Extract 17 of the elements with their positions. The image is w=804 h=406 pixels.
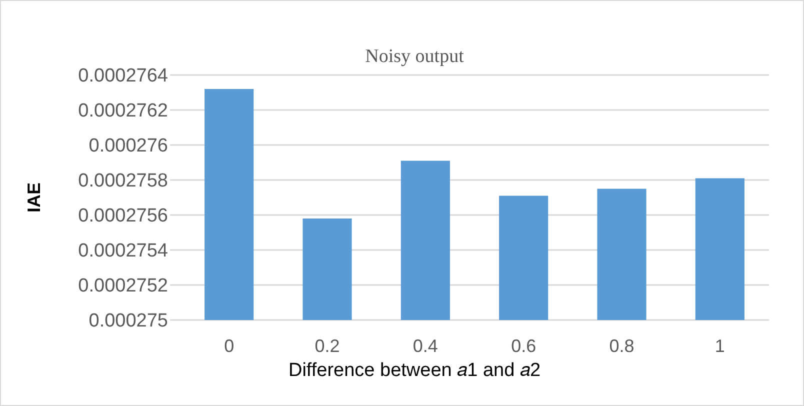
y-tick-label: 0.0002758: [78, 170, 168, 192]
x-tick-label: 0.2: [314, 336, 340, 356]
x-tick-label: 0: [224, 336, 234, 356]
y-tick-label: 0.0002762: [78, 100, 168, 122]
y-tick-label: 0.000275: [88, 310, 168, 332]
x-tick-label: 1: [714, 336, 725, 356]
x-tick-label: 0.6: [511, 336, 536, 356]
y-tick-label: 0.0002756: [78, 206, 168, 227]
y-axis-title: IAE: [24, 182, 44, 213]
x-axis-title: Difference between 𝑎1 and 𝑎2: [288, 360, 541, 381]
x-tick-label: 0.8: [609, 336, 634, 356]
y-tick-label: 0.0002764: [78, 66, 168, 87]
y-tick-label: 0.0002752: [78, 276, 168, 297]
y-tick-label: 0.000276: [88, 136, 168, 157]
y-tick-label: 0.0002754: [78, 240, 168, 262]
x-tick-label: 0.4: [412, 336, 438, 356]
chart-title: Noisy output: [365, 46, 465, 67]
